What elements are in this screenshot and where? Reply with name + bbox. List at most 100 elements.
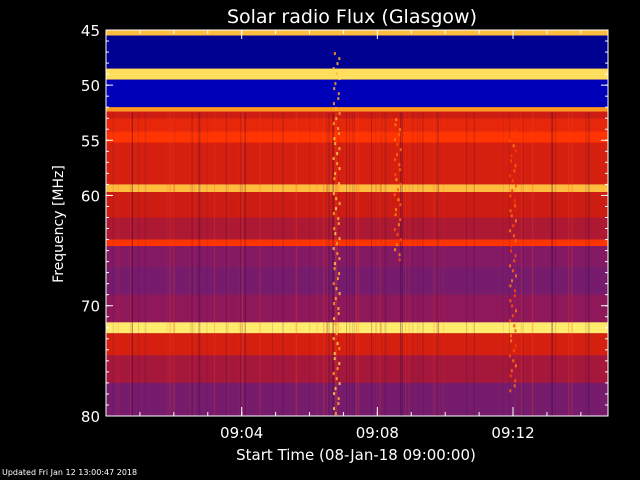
- texture-streak: [554, 112, 557, 416]
- burst-mark: [509, 299, 512, 303]
- texture-streak: [166, 112, 168, 416]
- burst-mark: [338, 57, 341, 61]
- frequency-band: [106, 217, 608, 240]
- burst-mark: [514, 239, 517, 243]
- burst-mark: [514, 379, 517, 383]
- texture-streak: [241, 112, 244, 416]
- texture-streak: [384, 112, 385, 416]
- burst-mark: [514, 329, 517, 333]
- burst-mark: [333, 262, 336, 266]
- texture-streak: [227, 112, 229, 416]
- burst-mark: [337, 397, 340, 401]
- burst-mark: [333, 52, 336, 56]
- burst-mark: [513, 294, 516, 298]
- spectrogram-plot-area: [105, 29, 609, 417]
- burst-mark: [333, 317, 336, 321]
- burst-mark: [338, 132, 340, 136]
- burst-mark: [393, 193, 396, 197]
- y-axis-label: Frequency [MHz]: [51, 165, 67, 283]
- burst-mark: [333, 137, 336, 141]
- texture-streak: [436, 112, 437, 416]
- burst-mark: [397, 198, 400, 202]
- burst-mark: [337, 312, 340, 316]
- texture-streak: [327, 112, 328, 416]
- burst-mark: [514, 204, 517, 208]
- burst-mark: [334, 322, 337, 326]
- texture-streak: [129, 112, 131, 416]
- burst-mark: [514, 344, 517, 348]
- burst-mark: [510, 369, 513, 373]
- burst-mark: [395, 178, 398, 182]
- burst-mark: [509, 209, 512, 213]
- plot-frame: [105, 29, 609, 417]
- burst-mark: [338, 112, 341, 116]
- burst-mark: [338, 182, 340, 186]
- burst-mark: [509, 354, 511, 358]
- burst-mark: [513, 384, 516, 388]
- burst-mark: [337, 217, 340, 221]
- frequency-band: [106, 30, 608, 36]
- burst-mark: [398, 133, 401, 137]
- burst-mark: [394, 248, 397, 252]
- burst-mark: [512, 359, 515, 363]
- frequency-band: [106, 131, 608, 143]
- frequency-band: [106, 68, 608, 80]
- burst-mark: [397, 188, 399, 192]
- burst-mark: [394, 213, 397, 217]
- burst-mark: [332, 67, 335, 71]
- texture-streak: [199, 112, 201, 416]
- x-tick-label: 09:04: [220, 424, 263, 442]
- texture-streak: [502, 112, 504, 416]
- burst-mark: [509, 374, 512, 378]
- burst-mark: [398, 163, 401, 167]
- burst-mark: [337, 402, 340, 406]
- burst-mark: [512, 134, 515, 138]
- burst-mark: [333, 407, 335, 411]
- texture-streak: [309, 112, 311, 416]
- y-tick-label: 55: [81, 132, 100, 150]
- frequency-band: [106, 294, 608, 323]
- burst-mark: [509, 264, 512, 268]
- texture-streak: [346, 112, 347, 416]
- texture-streak: [259, 112, 261, 416]
- texture-streak: [174, 112, 176, 416]
- burst-mark: [334, 142, 337, 146]
- burst-mark: [333, 357, 336, 361]
- burst-mark: [399, 183, 402, 187]
- burst-mark: [336, 367, 339, 371]
- burst-mark: [512, 234, 515, 238]
- burst-mark: [336, 252, 339, 256]
- burst-mark: [511, 304, 514, 308]
- texture-streak: [568, 112, 570, 416]
- texture-streak: [272, 112, 273, 416]
- burst-mark: [393, 138, 396, 142]
- burst-mark: [511, 314, 514, 318]
- texture-streak: [422, 112, 424, 416]
- texture-streak: [438, 112, 440, 416]
- texture-streak: [371, 112, 373, 416]
- burst-mark: [394, 123, 397, 127]
- burst-mark: [395, 118, 398, 122]
- texture-streak: [551, 112, 553, 416]
- frequency-band: [106, 111, 608, 119]
- burst-mark: [338, 292, 341, 296]
- texture-streak: [401, 112, 403, 416]
- texture-streak: [514, 112, 517, 416]
- texture-streak: [522, 112, 524, 416]
- burst-mark: [336, 162, 339, 166]
- texture-streak: [326, 112, 328, 416]
- burst-mark: [399, 148, 402, 152]
- burst-mark: [398, 253, 401, 257]
- texture-streak: [417, 112, 418, 416]
- texture-streak: [118, 112, 119, 416]
- texture-streak: [408, 112, 410, 416]
- burst-mark: [510, 249, 512, 253]
- burst-mark: [509, 159, 512, 163]
- texture-streak: [138, 112, 140, 416]
- burst-mark: [332, 157, 335, 161]
- burst-mark: [336, 277, 339, 281]
- texture-streak: [405, 112, 406, 416]
- burst-mark: [512, 144, 515, 148]
- burst-mark: [335, 332, 338, 336]
